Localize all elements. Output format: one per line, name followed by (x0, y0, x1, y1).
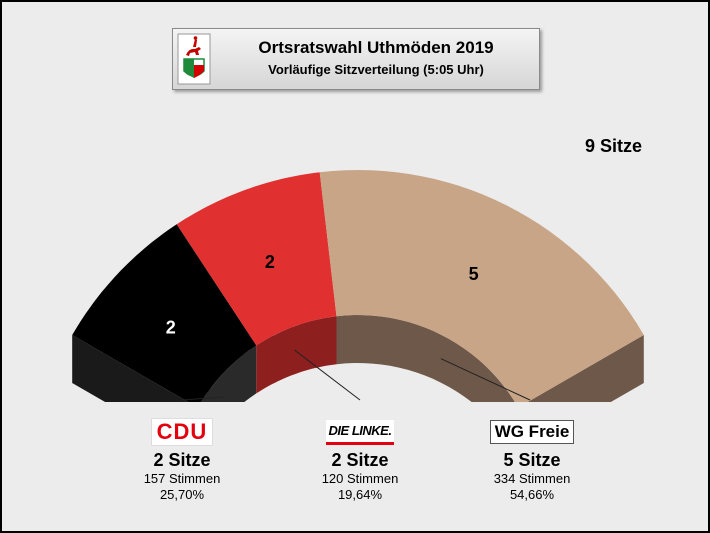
total-seats-label: 9 Sitze (584, 136, 642, 156)
seat-label-cdu: 2 (166, 317, 176, 337)
title-box: Ortsratswahl Uthmöden 2019 Vorläufige Si… (172, 28, 540, 90)
seat-chart: 2 2 5 (72, 170, 644, 402)
end-cap-left (72, 335, 189, 402)
chart-side-faces (72, 315, 644, 402)
segment-cdu (72, 224, 257, 402)
party-percent: 54,66% (509, 487, 555, 502)
chart-subtitle: Vorläufige Sitzverteilung (5:05 Uhr) (268, 62, 484, 77)
party-seats: 5 Sitze (503, 450, 561, 470)
party-percent: 19,64% (337, 487, 383, 502)
chart-leader-lines (181, 349, 531, 401)
side-face-wg (336, 315, 515, 402)
coat-of-arms-icon (177, 33, 211, 85)
chart-seat-labels: 2 2 5 (166, 252, 479, 337)
side-face-cdu (201, 345, 257, 402)
cdu-logo: CDU (150, 418, 214, 446)
linke-logo: DIE LINKE. (325, 419, 395, 445)
party-block-linke: DIE LINKE. 2 Sitze 120 Stimmen 19,64% (285, 418, 435, 503)
party-votes: 120 Stimmen (321, 471, 399, 486)
party-percent: 25,70% (159, 487, 205, 502)
chart-title: Ortsratswahl Uthmöden 2019 (258, 38, 494, 57)
leader-line-linke (294, 349, 361, 401)
side-face-linke (256, 316, 337, 394)
end-cap-right (527, 335, 644, 402)
seat-label-linke: 2 (265, 252, 275, 272)
party-votes: 334 Stimmen (493, 471, 571, 486)
party-seats: 2 Sitze (331, 450, 389, 470)
leader-line-wg (440, 358, 531, 401)
leader-line-cdu (181, 396, 224, 401)
wg-freie-logo: WG Freie (489, 420, 575, 444)
party-block-cdu: CDU 2 Sitze 157 Stimmen 25,70% (107, 418, 257, 503)
seat-label-wg: 5 (469, 264, 479, 284)
segment-wg (319, 170, 644, 402)
party-votes: 157 Stimmen (143, 471, 221, 486)
party-seats: 2 Sitze (153, 450, 211, 470)
chart-top-faces (72, 170, 644, 402)
segment-linke (176, 172, 337, 346)
party-block-wg: WG Freie 5 Sitze 334 Stimmen 54,66% (457, 418, 607, 503)
